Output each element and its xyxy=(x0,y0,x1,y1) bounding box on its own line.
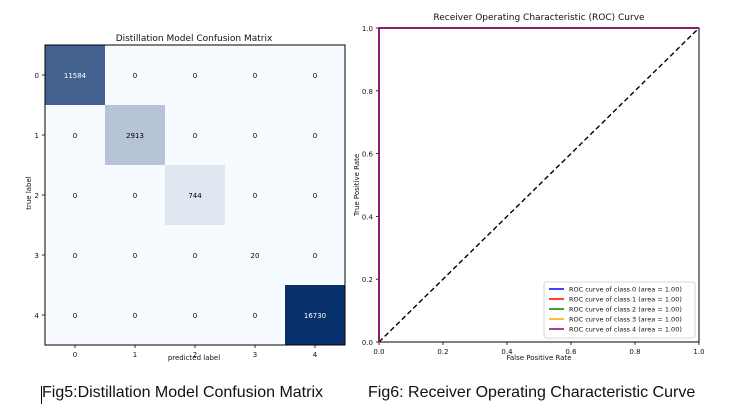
y-tick-labels: 0 1 2 3 4 xyxy=(35,72,45,320)
y-axis-label: true label xyxy=(25,176,33,210)
x-tick-label: 0.0 xyxy=(373,348,384,356)
legend-label: ROC curve of class 2 (area = 1.00) xyxy=(569,306,682,314)
heatmap-cell xyxy=(285,165,345,225)
heatmap-cell xyxy=(105,105,165,165)
x-tick-label: 0.2 xyxy=(437,348,448,356)
cell-value-label: 0 xyxy=(133,252,137,260)
cell-value-label: 0 xyxy=(133,72,137,80)
cell-value-label: 20 xyxy=(251,252,260,260)
heatmap-cell xyxy=(165,165,225,225)
cell-value-label: 0 xyxy=(193,72,197,80)
heatmap-cell xyxy=(45,165,105,225)
cell-value-label: 0 xyxy=(193,312,197,320)
x-axis-label: False Positive Rate xyxy=(506,354,571,362)
heatmap-cell xyxy=(225,45,285,105)
heatmap-cell xyxy=(165,45,225,105)
x-tick-label: 4 xyxy=(313,351,318,359)
heatmap-cell xyxy=(105,225,165,285)
x-axis-label: predicted label xyxy=(168,354,220,362)
x-tick-labels: 0 1 2 3 4 xyxy=(73,345,318,359)
heatmap-cell xyxy=(285,285,345,345)
legend-label: ROC curve of class 3 (area = 1.00) xyxy=(569,316,682,324)
cell-value-label: 11584 xyxy=(64,72,87,80)
roc-curves xyxy=(378,27,700,343)
heatmap-cell xyxy=(225,285,285,345)
cell-value-label: 0 xyxy=(133,312,137,320)
legend: ROC curve of class 0 (area = 1.00) ROC cu… xyxy=(543,281,696,339)
y-tick-label: 0.6 xyxy=(362,151,374,159)
chart-title: Receiver Operating Characteristic (ROC) … xyxy=(433,13,645,23)
x-tick-label: 0.8 xyxy=(629,348,640,356)
y-tick-label: 0.4 xyxy=(362,213,374,221)
x-tick-label: 2 xyxy=(193,351,197,359)
cell-value-label: 0 xyxy=(253,192,257,200)
chance-diagonal-line xyxy=(378,27,700,343)
cell-value-label: 0 xyxy=(313,72,317,80)
heatmap-cell xyxy=(225,225,285,285)
y-tick-label: 1.0 xyxy=(362,25,373,33)
heatmap-cells: 11584 0 0 0 0 0 2913 0 0 0 0 0 744 0 0 0 0 0 20 0 0 0 0 0 16730 xyxy=(44,44,346,346)
heatmap-cell xyxy=(45,225,105,285)
legend-box xyxy=(543,281,696,339)
text-cursor xyxy=(41,386,42,404)
confusion-matrix-chart: Distillation Model Confusion Matrix 1158… xyxy=(25,34,346,362)
y-tick-label: 4 xyxy=(35,312,40,320)
axis-ticks: 0.0 0.2 0.4 0.6 0.8 1.0 0.0 0.2 0.4 0.6 0.8 1.0 xyxy=(362,25,705,356)
cell-value-label: 0 xyxy=(73,132,77,140)
legend-label: ROC curve of class 0 (area = 1.00) xyxy=(569,286,682,294)
y-tick-label: 3 xyxy=(35,252,39,260)
cell-value-label: 744 xyxy=(188,192,202,200)
legend-label: ROC curve of class 4 (area = 1.00) xyxy=(569,326,682,334)
x-tick-label: 1 xyxy=(133,351,137,359)
cell-value-label: 0 xyxy=(193,252,197,260)
cell-value-label: 2913 xyxy=(126,132,144,140)
heatmap-cell xyxy=(105,165,165,225)
cell-value-label: 0 xyxy=(193,132,197,140)
heatmap-cell xyxy=(165,105,225,165)
heatmap-cell xyxy=(225,105,285,165)
cell-value-label: 0 xyxy=(313,252,317,260)
x-tick-label: 0.4 xyxy=(501,348,513,356)
cell-value-label: 0 xyxy=(253,312,257,320)
heatmap-cell xyxy=(165,225,225,285)
cell-value-label: 0 xyxy=(73,252,77,260)
y-tick-label: 0.2 xyxy=(362,276,373,284)
heatmap-cell xyxy=(285,45,345,105)
y-tick-label: 2 xyxy=(35,192,39,200)
cell-value-label: 0 xyxy=(73,192,77,200)
x-tick-label: 0.6 xyxy=(565,348,577,356)
heatmap-cell xyxy=(105,45,165,105)
roc-curve-class-4 xyxy=(378,27,699,342)
x-tick-label: 3 xyxy=(253,351,257,359)
heatmap-cell xyxy=(285,225,345,285)
y-tick-label: 1 xyxy=(35,132,39,140)
x-tick-label: 1.0 xyxy=(693,348,704,356)
y-tick-label: 0 xyxy=(35,72,39,80)
cell-value-label: 0 xyxy=(313,192,317,200)
roc-chart: Receiver Operating Characteristic (ROC) … xyxy=(353,13,705,362)
heatmap-cell xyxy=(285,105,345,165)
x-tick-label: 0 xyxy=(73,351,77,359)
cell-value-label: 0 xyxy=(133,192,137,200)
heatmap-cell xyxy=(165,285,225,345)
cell-value-label: 0 xyxy=(253,72,257,80)
y-tick-label: 0.0 xyxy=(362,339,373,347)
cell-value-label: 0 xyxy=(313,132,317,140)
heatmap-cell xyxy=(105,285,165,345)
cell-value-label: 16730 xyxy=(304,312,326,320)
legend-label: ROC curve of class 1 (area = 1.00) xyxy=(569,296,682,304)
cell-value-label: 0 xyxy=(73,312,77,320)
heatmap-cell xyxy=(45,285,105,345)
cell-value-label: 0 xyxy=(253,132,257,140)
y-tick-label: 0.8 xyxy=(362,88,373,96)
heatmap-cell xyxy=(45,105,105,165)
heatmap-cell xyxy=(225,165,285,225)
y-axis-label: True Positive Rate xyxy=(353,154,361,217)
figure-5-caption: Fig5:Distillation Model Confusion Matrix xyxy=(42,384,323,401)
figure-6-caption: Fig6: Receiver Operating Characteristic … xyxy=(368,384,696,401)
heatmap-cell xyxy=(45,45,105,105)
chart-title: Distillation Model Confusion Matrix xyxy=(116,34,273,44)
